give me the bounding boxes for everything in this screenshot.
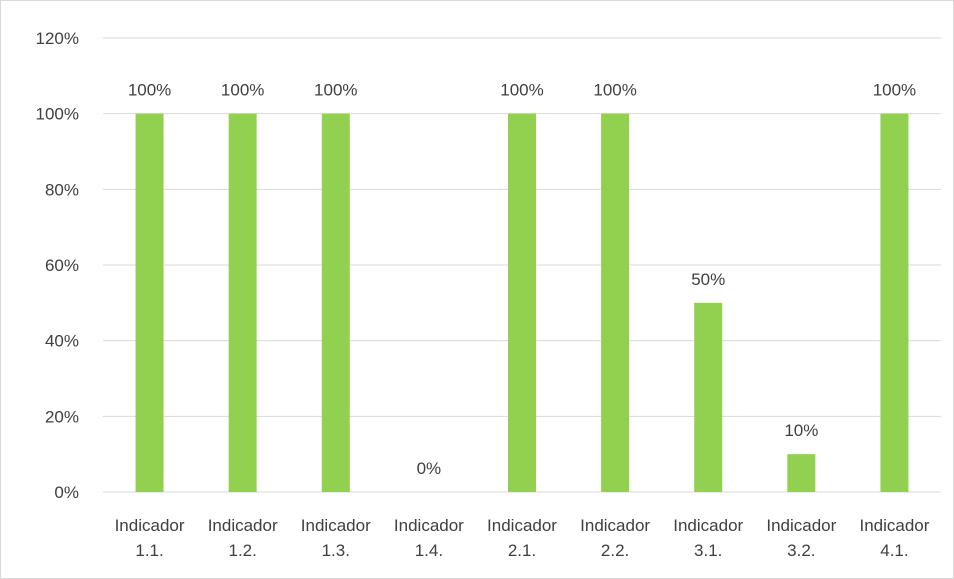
x-category-label: 1.3. — [322, 541, 350, 560]
bar — [228, 113, 257, 493]
data-label: 10% — [784, 421, 818, 440]
bar — [135, 113, 164, 493]
x-category-label: Indicador — [766, 516, 836, 535]
x-category-label: Indicador — [859, 516, 929, 535]
x-category-label: 1.4. — [415, 541, 443, 560]
y-tick-label: 60% — [45, 256, 79, 275]
bar — [601, 113, 630, 493]
x-category-label: 3.1. — [694, 541, 722, 560]
bar — [694, 302, 723, 492]
bar — [508, 113, 536, 493]
bars — [135, 113, 909, 493]
x-category-label: Indicador — [394, 516, 464, 535]
x-category-label: Indicador — [301, 516, 371, 535]
y-tick-label: 100% — [36, 105, 79, 124]
bar — [880, 113, 909, 493]
data-label: 100% — [500, 81, 543, 100]
y-tick-label: 80% — [45, 180, 79, 199]
x-axis-category-labels: Indicador 1.1. Indicador 1.2. Indicador 1.3. I… — [115, 516, 930, 560]
x-category-label: 3.2. — [787, 541, 815, 560]
x-category-label: Indicador — [115, 516, 185, 535]
data-label: 100% — [221, 81, 264, 100]
data-label: 0% — [417, 459, 442, 478]
x-category-label: Indicador — [487, 516, 557, 535]
data-label: 100% — [128, 81, 171, 100]
data-labels: 100% 100% 100% 0% 100% 100% 50% 10% 100% — [128, 81, 916, 478]
y-axis-tick-labels: 0% 20% 40% 60% 80% 100% 120% — [36, 29, 79, 502]
bar — [787, 454, 816, 492]
y-tick-label: 120% — [36, 29, 79, 48]
data-label: 100% — [593, 81, 636, 100]
y-tick-label: 0% — [54, 483, 79, 502]
x-category-label: Indicador — [208, 516, 278, 535]
x-category-label: Indicador — [580, 516, 650, 535]
x-category-label: Indicador — [673, 516, 743, 535]
data-label: 100% — [873, 81, 916, 100]
x-category-label: 4.1. — [880, 541, 908, 560]
x-category-label: 2.2. — [601, 541, 629, 560]
data-label: 100% — [314, 81, 357, 100]
bar — [321, 113, 350, 493]
x-category-label: 1.1. — [135, 541, 163, 560]
x-category-label: 2.1. — [508, 541, 536, 560]
y-tick-label: 20% — [45, 407, 79, 426]
y-tick-label: 40% — [45, 332, 79, 351]
x-category-label: 1.2. — [228, 541, 256, 560]
data-label: 50% — [691, 270, 725, 289]
